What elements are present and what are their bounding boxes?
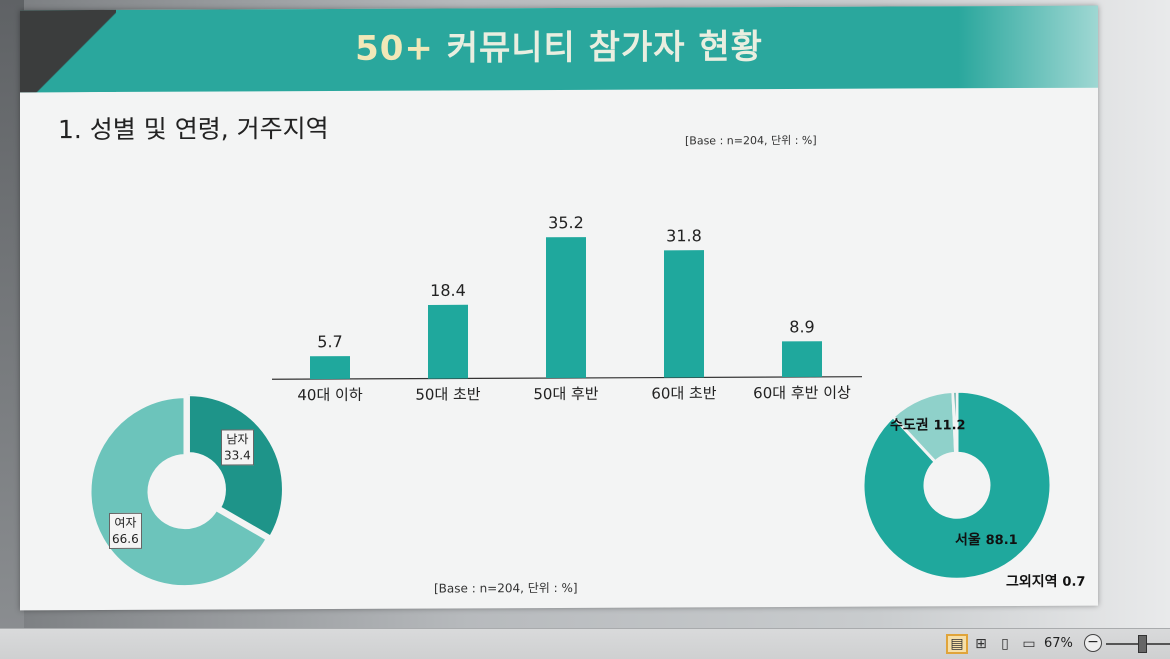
bar-value-label-3: 31.8 <box>666 226 702 245</box>
category-label-4: 60대 후반 이상 <box>753 384 851 402</box>
slice-label-male: 남자 <box>226 432 249 447</box>
category-label-1: 50대 초반 <box>415 385 480 403</box>
zoom-level[interactable]: 67% <box>1044 636 1073 651</box>
normal-view-icon[interactable]: ▤ <box>946 634 968 654</box>
reading-view-icon[interactable]: ▯ <box>1001 636 1009 652</box>
bar-value-label-1: 18.4 <box>430 281 466 300</box>
slice-tag-female: 여자 66.6 <box>109 512 142 549</box>
status-bar: ▤ ⊞ ▯ ▭ 67% − <box>0 628 1170 659</box>
region-slice-0 <box>862 389 1052 581</box>
bar-3 <box>664 250 704 378</box>
slide-sorter-icon[interactable]: ⊞ <box>975 636 987 652</box>
slice-label-seoul: 서울 <box>955 532 981 549</box>
slice-label-other-region: 그외지역 <box>1006 573 1058 591</box>
region-slice-2 <box>951 389 959 455</box>
bar-value-label-4: 8.9 <box>789 317 814 336</box>
bar-value-label-0: 5.7 <box>317 332 342 351</box>
category-label-2: 50대 후반 <box>533 385 598 403</box>
slice-tag-male: 남자 33.4 <box>221 429 254 466</box>
slice-label-female: 여자 <box>114 515 137 530</box>
slice-text-seoul: 서울 88.1 <box>955 529 1018 549</box>
slice-value-female: 66.6 <box>112 531 139 546</box>
bar-2 <box>546 237 586 379</box>
bar-1 <box>428 304 468 379</box>
presentation-slide: 50+ 커뮤니티 참가자 현황 1. 성별 및 연령, 거주지역 [Base :… <box>20 5 1098 611</box>
slice-text-capital-area: 수도권 11.2 <box>890 414 966 434</box>
slice-value-male: 33.4 <box>224 448 251 463</box>
bar-4 <box>782 341 822 378</box>
region-donut-chart <box>862 389 1052 581</box>
bar-value-label-2: 35.2 <box>548 213 584 232</box>
slice-label-capital-area: 수도권 <box>890 417 929 434</box>
zoom-slider-thumb[interactable] <box>1138 635 1147 653</box>
slice-value-other-region: 0.7 <box>1062 574 1086 590</box>
slideshow-icon[interactable]: ▭ <box>1022 636 1036 652</box>
gender-slice-0 <box>186 394 282 540</box>
slice-text-other-region: 그외지역 0.7 <box>1006 571 1085 591</box>
gender-donut-chart <box>88 394 282 589</box>
age-bar-chart: 5.7 40대 이하 18.4 50대 초반 35.2 50대 후반 31.8 60대 초반 8… <box>272 213 862 404</box>
bar-0 <box>310 356 350 380</box>
zoom-out-button[interactable]: − <box>1084 634 1102 652</box>
slice-value-seoul: 88.1 <box>985 532 1018 549</box>
slice-value-capital-area: 11.2 <box>933 418 966 434</box>
category-label-3: 60대 초반 <box>651 384 716 402</box>
category-label-0: 40대 이하 <box>297 386 362 404</box>
